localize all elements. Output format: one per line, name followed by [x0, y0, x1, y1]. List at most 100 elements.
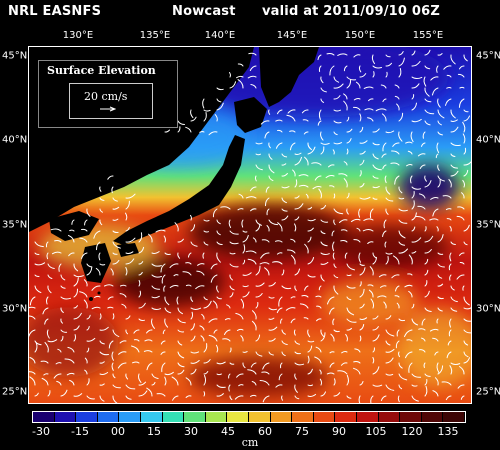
current-vector [268, 351, 274, 356]
current-vector [281, 269, 285, 276]
current-vector [381, 113, 387, 122]
current-vector [411, 395, 419, 402]
current-vector [311, 162, 322, 166]
current-vector [216, 102, 224, 111]
current-vector [407, 273, 413, 276]
current-vector [133, 329, 140, 334]
current-vector [320, 241, 328, 247]
current-vector [368, 289, 374, 298]
current-vector [266, 208, 270, 216]
current-vector [290, 296, 296, 299]
current-vector [199, 325, 205, 331]
current-vector [346, 296, 352, 301]
current-vector [333, 208, 344, 215]
current-vector [138, 232, 143, 243]
current-vector [346, 263, 355, 271]
current-vector [229, 285, 235, 291]
current-vector [463, 329, 471, 334]
current-vector [463, 147, 467, 155]
colorbar-segment [378, 412, 401, 422]
current-vector [111, 186, 114, 194]
current-vector [99, 326, 109, 331]
current-vector [151, 251, 160, 254]
current-vector [380, 395, 387, 401]
current-vector [318, 285, 322, 291]
current-vector [29, 357, 36, 364]
current-vector [294, 285, 297, 292]
current-vector [450, 307, 458, 312]
current-vector [312, 185, 322, 190]
current-vector [208, 318, 218, 323]
current-vector [261, 239, 270, 243]
current-vector [216, 252, 221, 263]
current-vector [367, 284, 374, 287]
current-vector [44, 342, 49, 353]
current-vector [138, 271, 143, 276]
current-vector [459, 261, 465, 265]
current-vector [138, 279, 141, 287]
current-vector [408, 290, 413, 298]
legend-scale-box: 20 cm/s [69, 83, 153, 119]
current-vector [203, 241, 209, 246]
current-vector [333, 329, 340, 333]
current-vector [333, 378, 336, 386]
current-vector [417, 205, 426, 210]
current-vector [208, 131, 218, 136]
colorbar-label: -15 [71, 425, 89, 438]
current-vector [411, 237, 422, 243]
current-vector [307, 355, 310, 364]
current-vector [242, 259, 246, 265]
current-vector [112, 373, 116, 379]
current-vector [359, 335, 362, 342]
current-vector [216, 98, 222, 103]
current-vector [45, 241, 49, 248]
current-vector [333, 274, 339, 279]
current-vector [67, 346, 75, 353]
current-vector [177, 329, 185, 333]
current-vector [359, 288, 365, 298]
current-vector [73, 393, 83, 397]
current-vector [280, 362, 283, 369]
current-vector [203, 219, 210, 222]
current-vector [79, 291, 88, 298]
current-vector [125, 193, 136, 199]
current-vector [118, 351, 127, 355]
current-vector [406, 339, 413, 342]
current-vector [391, 150, 400, 155]
current-vector [266, 225, 270, 232]
current-vector [353, 361, 361, 364]
current-vector [125, 212, 128, 221]
current-vector [457, 206, 465, 210]
current-vector [449, 274, 452, 281]
current-vector [224, 318, 231, 321]
current-vector [424, 180, 432, 188]
korea-land [49, 211, 99, 241]
current-vector [247, 369, 257, 375]
current-vector [459, 252, 465, 256]
current-vector [171, 376, 179, 386]
current-vector [255, 219, 262, 226]
current-vector [397, 395, 400, 403]
current-vector [229, 274, 233, 281]
current-vector [307, 274, 316, 278]
current-vector [437, 263, 445, 268]
current-vector [396, 329, 400, 337]
current-vector [146, 329, 153, 334]
current-vector [398, 230, 406, 239]
current-vector [247, 75, 257, 79]
current-vector [385, 329, 395, 337]
current-vector [318, 109, 322, 120]
current-vector [411, 60, 421, 67]
current-vector [424, 226, 427, 232]
current-vector [268, 282, 276, 287]
current-vector [107, 306, 114, 309]
current-vector [437, 179, 441, 188]
colorbar-segment [162, 412, 185, 422]
current-vector [320, 274, 325, 282]
colorbar-label: 75 [295, 425, 309, 438]
current-vector [320, 391, 326, 397]
current-vector [329, 362, 335, 368]
current-vector [333, 131, 338, 136]
current-vector [446, 351, 452, 359]
current-vector [449, 225, 452, 232]
